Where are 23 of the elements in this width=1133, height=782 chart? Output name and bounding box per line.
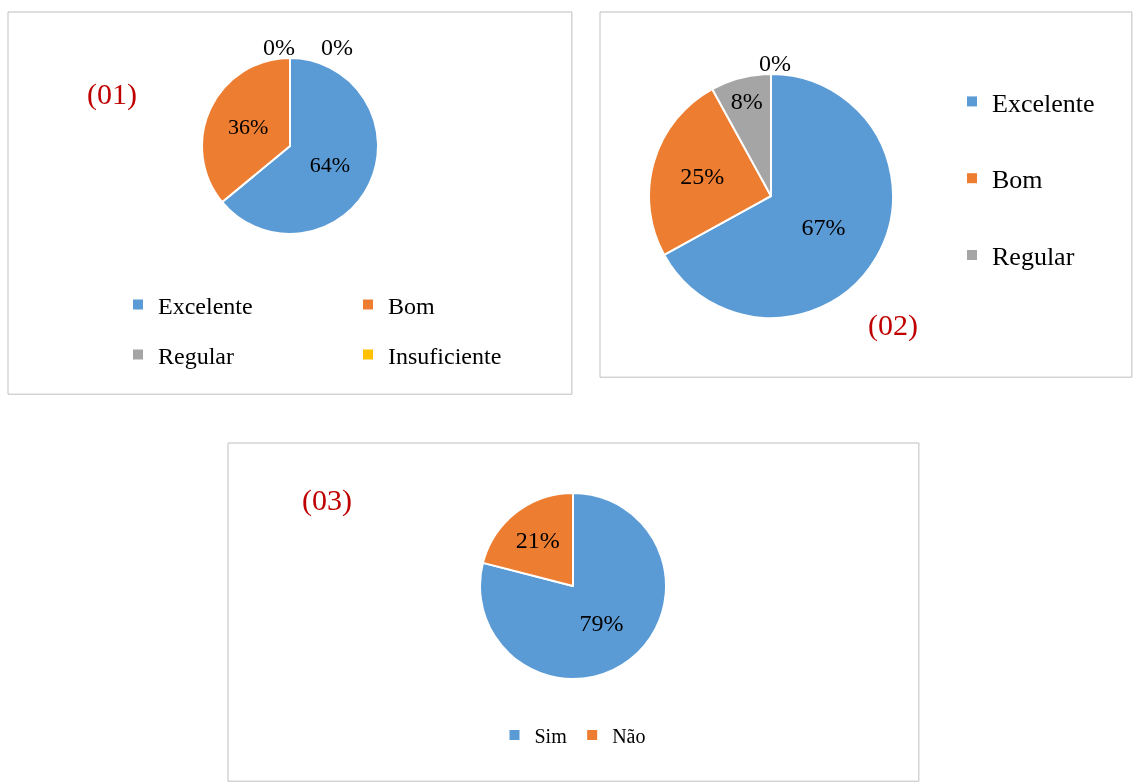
text: 0% <box>321 34 353 60</box>
pie-slice <box>479 492 667 680</box>
text: (01) <box>87 77 137 111</box>
data-label: 67% <box>801 214 846 241</box>
data-label: 8% <box>730 88 763 115</box>
data-label: 25% <box>680 163 725 190</box>
legend-label: Excelente <box>158 292 253 319</box>
data-label: 79% <box>579 609 624 636</box>
text: 0% <box>759 50 791 76</box>
legend-label: Excelente <box>992 88 1095 118</box>
legend-label: Bom <box>992 165 1043 195</box>
legend-label: Regular <box>158 342 234 369</box>
legend-label: Sim <box>534 724 568 747</box>
data-label: 64% <box>309 152 350 178</box>
text: 0% <box>263 34 295 60</box>
legend-label: Insuficiente <box>388 342 502 369</box>
legend-label: Bom <box>388 292 436 319</box>
text: (02) <box>868 308 918 342</box>
text: (03) <box>302 483 352 517</box>
data-label: 21% <box>515 527 560 554</box>
legend-label: Não <box>612 724 646 747</box>
legend-label: Regular <box>992 242 1075 272</box>
data-label: 36% <box>228 113 269 139</box>
